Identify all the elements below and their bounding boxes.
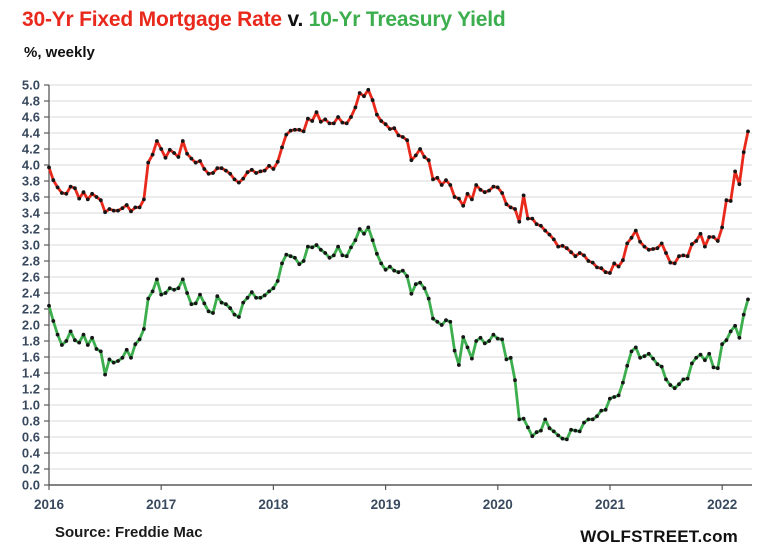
svg-text:4.0: 4.0 — [22, 158, 40, 173]
svg-text:2.4: 2.4 — [22, 286, 41, 301]
chart-subtitle: %, weekly — [24, 44, 95, 61]
svg-text:2021: 2021 — [595, 497, 626, 512]
svg-text:0.6: 0.6 — [22, 430, 40, 445]
svg-text:1.4: 1.4 — [22, 366, 41, 381]
treasury-line — [47, 225, 750, 441]
svg-text:1.6: 1.6 — [22, 350, 40, 365]
svg-text:1.0: 1.0 — [22, 398, 40, 413]
title-mortgage: 30-Yr Fixed Mortgage Rate — [22, 8, 282, 31]
svg-text:3.2: 3.2 — [22, 222, 40, 237]
treasury-markers — [47, 225, 750, 442]
brand-label: WOLFSTREET.com — [580, 527, 738, 546]
svg-text:2.6: 2.6 — [22, 270, 40, 285]
x-axis-ticks — [48, 485, 723, 490]
x-axis-labels: 2016 2017 2018 2019 2020 2021 2022 — [34, 497, 737, 512]
axes — [48, 85, 752, 486]
svg-text:4.8: 4.8 — [22, 94, 40, 109]
svg-text:1.2: 1.2 — [22, 382, 40, 397]
chart-title: 30-Yr Fixed Mortgage Rate v. 10-Yr Treas… — [22, 8, 506, 32]
svg-text:4.2: 4.2 — [22, 142, 40, 157]
svg-text:0.2: 0.2 — [22, 462, 40, 477]
svg-text:3.4: 3.4 — [22, 206, 41, 221]
source-label: Source: Freddie Mac — [55, 524, 203, 541]
svg-text:5.0: 5.0 — [22, 78, 40, 93]
y-axis-labels: 5.04.84.64.44.24.03.83.63.43.23.02.82.62… — [22, 78, 41, 493]
svg-text:2.0: 2.0 — [22, 318, 40, 333]
svg-text:3.6: 3.6 — [22, 190, 40, 205]
svg-text:2016: 2016 — [34, 497, 65, 512]
title-treasury: 10-Yr Treasury Yield — [308, 8, 506, 31]
svg-text:2.2: 2.2 — [22, 302, 40, 317]
svg-text:0.8: 0.8 — [22, 414, 40, 429]
title-separator: v. — [281, 8, 309, 31]
svg-text:0.4: 0.4 — [22, 446, 41, 461]
svg-text:4.6: 4.6 — [22, 110, 40, 125]
gridlines — [49, 84, 752, 470]
svg-text:0.0: 0.0 — [22, 478, 40, 493]
svg-text:2020: 2020 — [483, 497, 513, 512]
svg-text:4.4: 4.4 — [22, 126, 41, 141]
svg-text:2018: 2018 — [258, 497, 289, 512]
svg-text:3.8: 3.8 — [22, 174, 40, 189]
svg-text:2.8: 2.8 — [22, 254, 40, 269]
mortgage-markers — [47, 87, 750, 275]
svg-text:1.8: 1.8 — [22, 334, 40, 349]
svg-text:2022: 2022 — [707, 497, 737, 512]
y-axis-ticks — [44, 84, 49, 486]
svg-text:2017: 2017 — [146, 497, 176, 512]
svg-text:3.0: 3.0 — [22, 238, 40, 253]
svg-text:2019: 2019 — [371, 497, 401, 512]
